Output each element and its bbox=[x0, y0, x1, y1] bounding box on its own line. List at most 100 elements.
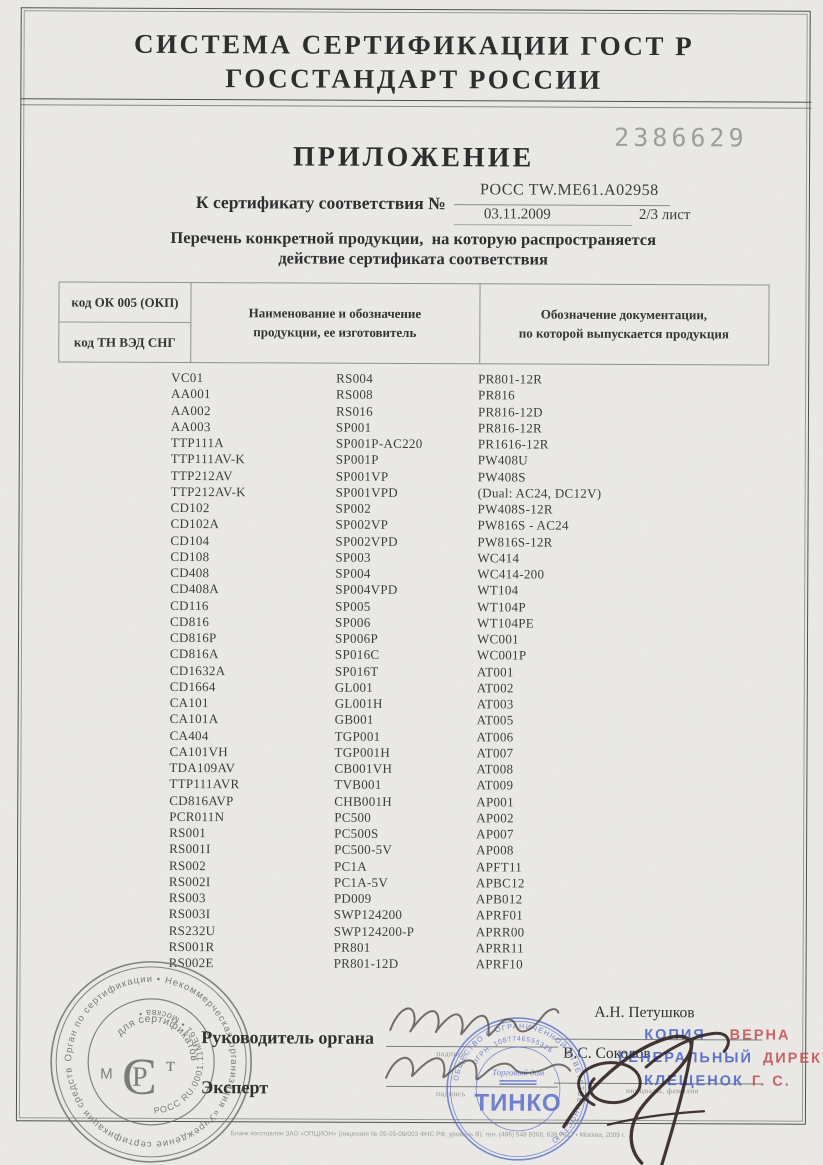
copy-stamp-true: ВЕРНА bbox=[729, 1027, 791, 1044]
product-code: WC001P bbox=[476, 647, 527, 663]
product-code: RS002 bbox=[168, 857, 206, 873]
product-code: PR1616-12R bbox=[477, 436, 549, 452]
product-code: AT008 bbox=[476, 761, 514, 777]
product-code: CD104 bbox=[170, 532, 210, 548]
product-code: SP016C bbox=[334, 646, 380, 663]
product-code: APFT11 bbox=[475, 858, 523, 874]
copy-stamp-initials: Г. С. bbox=[751, 1073, 791, 1090]
product-code: WT104PE bbox=[477, 615, 535, 631]
product-code: GB001 bbox=[334, 711, 374, 728]
product-code: APRF10 bbox=[475, 956, 523, 972]
product-code: AT006 bbox=[476, 728, 514, 744]
copy-stamp-copy: КОПИЯ bbox=[644, 1027, 706, 1044]
product-code: GL001 bbox=[334, 679, 374, 695]
product-code: PR816-12R bbox=[477, 420, 543, 436]
product-code: CD1664 bbox=[169, 678, 216, 694]
copy-stamp-general: ГЕНЕРАЛЬНЫЙ bbox=[618, 1049, 753, 1067]
product-code: PR816 bbox=[478, 387, 516, 403]
product-code: RS016 bbox=[335, 403, 373, 419]
product-code: PR801 bbox=[333, 939, 371, 955]
product-code: PW816S - AC24 bbox=[477, 517, 569, 533]
product-code: SP002 bbox=[335, 500, 372, 516]
copy-stamp-line3: КЛЕЩЕНОК Г. С. bbox=[644, 1073, 791, 1090]
product-code: TGP001 bbox=[334, 728, 381, 744]
product-code: PC1A bbox=[333, 858, 368, 874]
product-code: TTP111AV-K bbox=[170, 451, 246, 467]
product-code: TTP111A bbox=[170, 434, 225, 451]
product-code: WT104P bbox=[477, 598, 526, 614]
product-code: VC01 bbox=[171, 369, 204, 386]
product-code: SP004VPD bbox=[335, 581, 398, 598]
product-code: SP005 bbox=[335, 598, 371, 614]
product-code: TDA109AV bbox=[169, 759, 236, 776]
product-code: CD102 bbox=[170, 499, 210, 516]
product-code: GL001H bbox=[334, 695, 383, 711]
product-code: SP006P bbox=[334, 630, 379, 646]
product-code: CB001VH bbox=[334, 760, 393, 776]
rst-logo-t: т bbox=[166, 1054, 175, 1076]
product-code: WC414-200 bbox=[477, 566, 545, 582]
product-code: WC001 bbox=[476, 631, 519, 647]
product-code: CD408A bbox=[170, 581, 220, 597]
product-code: AP002 bbox=[476, 810, 514, 826]
product-code: SP016T bbox=[334, 663, 379, 679]
product-code: CD816P bbox=[169, 629, 217, 646]
product-code: SWP124200-P bbox=[333, 923, 415, 939]
product-code: AP007 bbox=[476, 826, 514, 842]
product-code: AA003 bbox=[170, 418, 211, 434]
product-code: SP001P bbox=[335, 451, 379, 468]
product-code: PC500 bbox=[334, 809, 372, 825]
col3-header-line2: по которой выпускается продукция bbox=[518, 325, 729, 342]
head-of-body-label: Руководитель органа bbox=[201, 1027, 375, 1048]
product-code: SWP124200 bbox=[333, 906, 403, 923]
product-code: APRR00 bbox=[475, 923, 525, 939]
product-code: SP002VP bbox=[335, 516, 389, 533]
product-code: TVB001 bbox=[334, 776, 382, 793]
product-code: PW408S-12R bbox=[477, 501, 553, 517]
product-code: RS232U bbox=[168, 922, 216, 938]
product-code: APB012 bbox=[475, 891, 523, 907]
product-code: PW408U bbox=[477, 452, 529, 468]
product-code: PC1A-5V bbox=[333, 874, 389, 890]
system-title-line1: СИСТЕМА СЕРТИФИКАЦИИ ГОСТ Р bbox=[133, 28, 695, 62]
table-header-col3: Обозначение документации, по которой вып… bbox=[479, 284, 768, 364]
company-stamp-microline2 bbox=[499, 1083, 537, 1086]
product-code: AA002 bbox=[170, 402, 211, 418]
product-code: AA001 bbox=[171, 386, 211, 402]
product-code: CA101A bbox=[169, 711, 219, 727]
product-code: PCR011N bbox=[169, 808, 225, 824]
certificate-number: РОСС TW.ME61.A02958 bbox=[479, 181, 659, 200]
product-code: AT001 bbox=[476, 663, 514, 679]
product-code: PC500S bbox=[334, 825, 379, 841]
col1-header-tnved: код ТН ВЭД СНГ bbox=[73, 334, 176, 350]
product-code: AT005 bbox=[476, 712, 514, 728]
product-code: APRF01 bbox=[475, 907, 524, 923]
product-code: APBC12 bbox=[475, 875, 525, 891]
table-header: код ОК 005 (ОКП) код ТН ВЭД СНГ Наименов… bbox=[58, 281, 770, 366]
product-codes-column-1: VC01 AA001 AA002 AA003 TTP111A TTP111AV-K TTP2… bbox=[169, 370, 247, 972]
product-code: TTP212AV bbox=[170, 467, 233, 483]
product-code: PW408S bbox=[477, 468, 526, 484]
product-code: CHB001H bbox=[334, 793, 393, 809]
product-code: CD102A bbox=[170, 516, 220, 532]
company-stamp-logo: ТИНКО bbox=[474, 1090, 561, 1117]
product-code: SP006 bbox=[335, 614, 371, 630]
product-code: RS004 bbox=[336, 370, 374, 386]
product-code: RS001 bbox=[169, 824, 207, 841]
product-code: RS003I bbox=[168, 906, 211, 922]
product-code: CD816AVP bbox=[169, 792, 234, 808]
col1-header-okp: код ОК 005 (ОКП) bbox=[59, 282, 191, 324]
product-code: PR801-12D bbox=[333, 955, 399, 971]
product-code: PC500-5V bbox=[334, 841, 393, 858]
product-code: AP001 bbox=[476, 793, 514, 809]
expert-label: Эксперт bbox=[201, 1077, 269, 1098]
col2-header-line2: продукции, ее изготовитель bbox=[253, 324, 417, 341]
product-code: TTP111AVR bbox=[169, 776, 240, 792]
product-code: TGP001H bbox=[334, 744, 391, 760]
copy-stamp-line2: ГЕНЕРАЛЬНЫЙ ДИРЕКТОР bbox=[618, 1050, 823, 1067]
product-code: (Dual: AC24, DC12V) bbox=[477, 485, 602, 501]
product-code: CD816 bbox=[170, 613, 210, 629]
product-code: TTP212AV-K bbox=[170, 483, 246, 500]
